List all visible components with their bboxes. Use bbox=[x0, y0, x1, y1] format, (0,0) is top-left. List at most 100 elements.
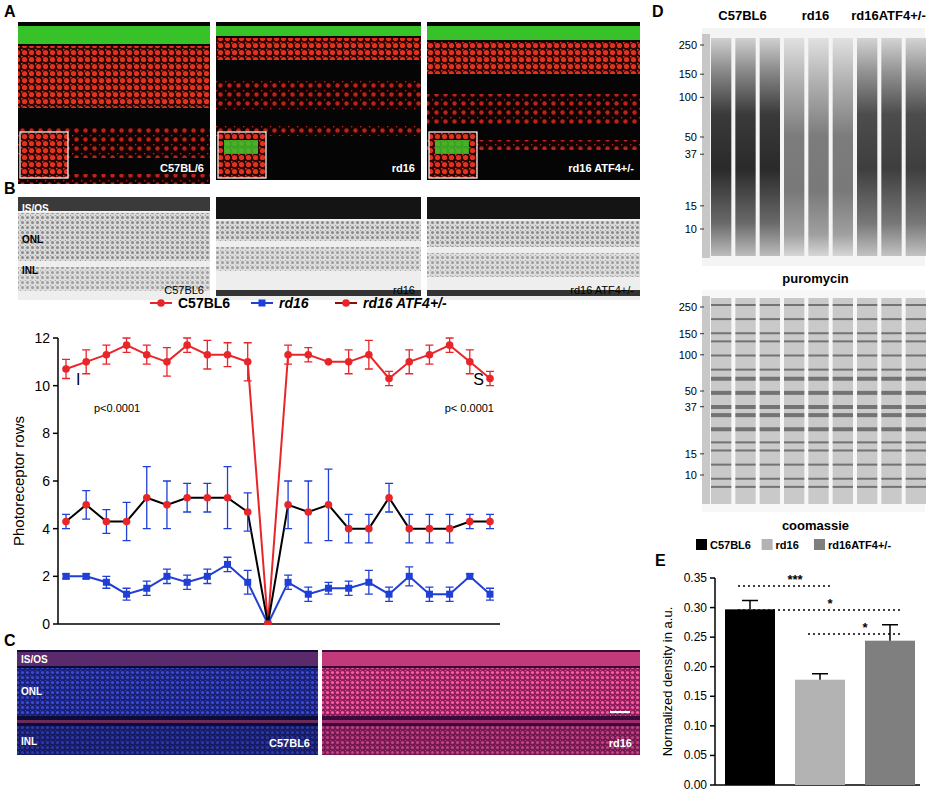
marker bbox=[82, 358, 90, 366]
error-bar bbox=[304, 348, 312, 362]
error-bar bbox=[163, 569, 171, 583]
lane-band bbox=[735, 377, 755, 381]
lane-band bbox=[760, 486, 780, 488]
lane-band bbox=[881, 318, 901, 320]
marker bbox=[304, 508, 312, 516]
ladder-lane bbox=[702, 296, 710, 504]
legend-label: rd16ATF4+/- bbox=[828, 539, 891, 551]
lane-band bbox=[784, 318, 804, 320]
lane-band bbox=[735, 450, 755, 452]
blot-label: coomassie bbox=[782, 518, 849, 533]
image-bg bbox=[322, 650, 640, 755]
lane-band bbox=[711, 478, 731, 480]
lane-band bbox=[808, 355, 828, 357]
lane-band bbox=[857, 427, 877, 431]
marker bbox=[405, 358, 413, 366]
marker bbox=[244, 508, 252, 516]
lane-label: C57BL6 bbox=[718, 8, 766, 23]
marker-tick bbox=[700, 229, 704, 230]
lane-band bbox=[857, 486, 877, 488]
marker bbox=[63, 573, 70, 580]
legend-label: C57BL6 bbox=[178, 295, 230, 311]
lane-band bbox=[881, 441, 901, 443]
error-bar bbox=[405, 514, 413, 543]
band bbox=[427, 42, 640, 74]
marker-tick bbox=[700, 391, 704, 392]
lane-band bbox=[833, 486, 853, 488]
marker bbox=[466, 518, 474, 526]
lane-band bbox=[784, 391, 804, 395]
lane-band bbox=[833, 340, 853, 342]
panel-label: A bbox=[4, 3, 16, 20]
error-bar bbox=[163, 348, 171, 377]
legend-marker bbox=[342, 299, 350, 307]
lane-band bbox=[833, 450, 853, 452]
y-tick-label: 0 bbox=[42, 616, 50, 632]
significance-label: *** bbox=[787, 572, 803, 587]
band bbox=[322, 668, 640, 716]
lane-band bbox=[833, 332, 853, 334]
marker-tick bbox=[700, 45, 704, 46]
lane-band bbox=[735, 304, 755, 306]
legend-swatch bbox=[762, 539, 773, 550]
marker-tick bbox=[700, 453, 704, 454]
lane-band bbox=[808, 391, 828, 395]
marker bbox=[163, 358, 171, 366]
lane-band bbox=[857, 441, 877, 443]
image-label: rd16 bbox=[609, 737, 632, 749]
lane-band bbox=[808, 450, 828, 452]
marker bbox=[83, 573, 90, 580]
marker bbox=[244, 358, 252, 366]
error-bar bbox=[143, 581, 151, 595]
lane-band bbox=[760, 377, 780, 381]
error-bar bbox=[446, 514, 454, 543]
lane-band bbox=[857, 478, 877, 480]
band bbox=[322, 726, 640, 755]
y-tick bbox=[53, 576, 58, 578]
inset bbox=[218, 132, 266, 178]
lane-band bbox=[784, 413, 804, 417]
marker bbox=[325, 501, 333, 509]
y-tick bbox=[53, 623, 58, 625]
marker bbox=[264, 621, 271, 626]
y-tick-label: 2 bbox=[42, 568, 50, 584]
image-bg bbox=[427, 22, 640, 180]
lane-band bbox=[881, 355, 901, 357]
band bbox=[216, 80, 421, 110]
layer-label: ONL bbox=[22, 234, 43, 245]
marker-label: 50 bbox=[685, 385, 697, 397]
band bbox=[427, 221, 640, 247]
error-bar bbox=[102, 510, 110, 534]
error-bar bbox=[324, 582, 332, 594]
marker bbox=[204, 351, 212, 359]
lane-smear bbox=[760, 38, 780, 256]
error-bar bbox=[123, 338, 131, 352]
lane-band bbox=[857, 332, 877, 334]
marker-label: 100 bbox=[679, 349, 697, 361]
marker-tick bbox=[700, 354, 704, 355]
error-bar bbox=[882, 625, 898, 641]
blot-bg bbox=[702, 28, 925, 266]
lane-band bbox=[760, 464, 780, 466]
legend-swatch bbox=[696, 539, 707, 550]
marker-label: 10 bbox=[685, 469, 697, 481]
lane-band bbox=[784, 340, 804, 342]
marker bbox=[365, 579, 372, 586]
image-bg bbox=[17, 650, 318, 755]
error-bar bbox=[62, 514, 70, 528]
lane-band bbox=[881, 377, 901, 381]
y-tick-label: 12 bbox=[34, 330, 50, 346]
lane-band bbox=[735, 413, 755, 417]
band bbox=[17, 726, 318, 755]
lane-band bbox=[711, 464, 731, 466]
lane-band bbox=[857, 377, 877, 381]
marker bbox=[385, 494, 393, 502]
micrograph: rd16 ATF4+/- bbox=[427, 197, 640, 300]
lane-band bbox=[833, 304, 853, 306]
lane-band bbox=[760, 318, 780, 320]
marker-tick bbox=[700, 97, 704, 98]
marker bbox=[204, 573, 211, 580]
y-tick bbox=[53, 385, 58, 387]
error-bar bbox=[102, 345, 110, 364]
marker bbox=[284, 351, 292, 359]
